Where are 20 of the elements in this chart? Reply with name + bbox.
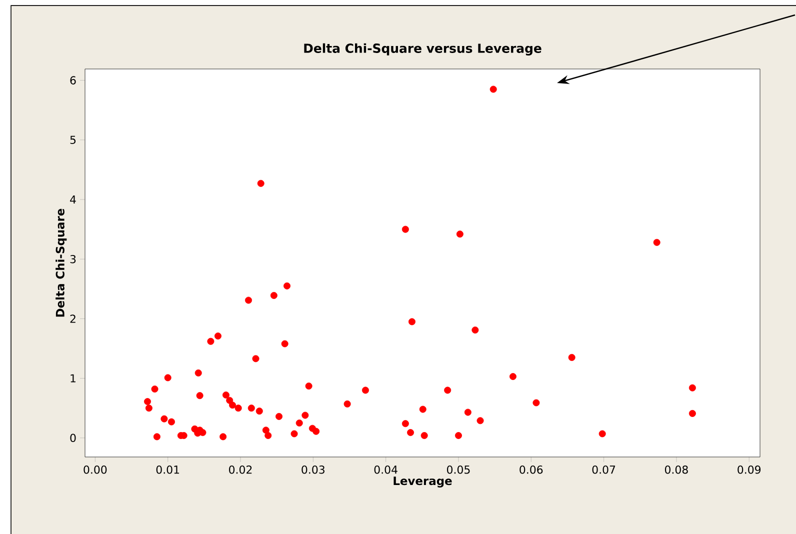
x-tick-label: 0.00 bbox=[84, 466, 107, 474]
x-tick-label: 0.01 bbox=[156, 466, 180, 474]
chart-title: Delta Chi-Square versus Leverage bbox=[304, 43, 542, 56]
y-tick-label: 4 bbox=[70, 196, 76, 204]
x-tick-label: 0.07 bbox=[592, 466, 616, 474]
x-tick-label: 0.02 bbox=[229, 466, 252, 474]
x-tick-label: 0.05 bbox=[446, 466, 470, 474]
x-tick-label: 0.04 bbox=[374, 466, 398, 474]
x-tick-label: 0.09 bbox=[738, 466, 761, 474]
x-axis-title: Leverage bbox=[394, 476, 452, 488]
y-tick-label: 0 bbox=[70, 434, 76, 442]
y-tick-label: 5 bbox=[70, 136, 76, 144]
y-tick-label: 6 bbox=[70, 76, 76, 84]
y-tick-label: 1 bbox=[70, 374, 76, 382]
x-tick-label: 0.08 bbox=[664, 466, 688, 474]
y-tick-label: 3 bbox=[70, 254, 76, 264]
x-tick-label: 0.06 bbox=[520, 466, 543, 474]
x-tick-label: 0.03 bbox=[302, 466, 324, 474]
y-axis-title: Delta Chi-Square bbox=[56, 208, 67, 317]
y-tick-label: 2 bbox=[70, 314, 76, 323]
